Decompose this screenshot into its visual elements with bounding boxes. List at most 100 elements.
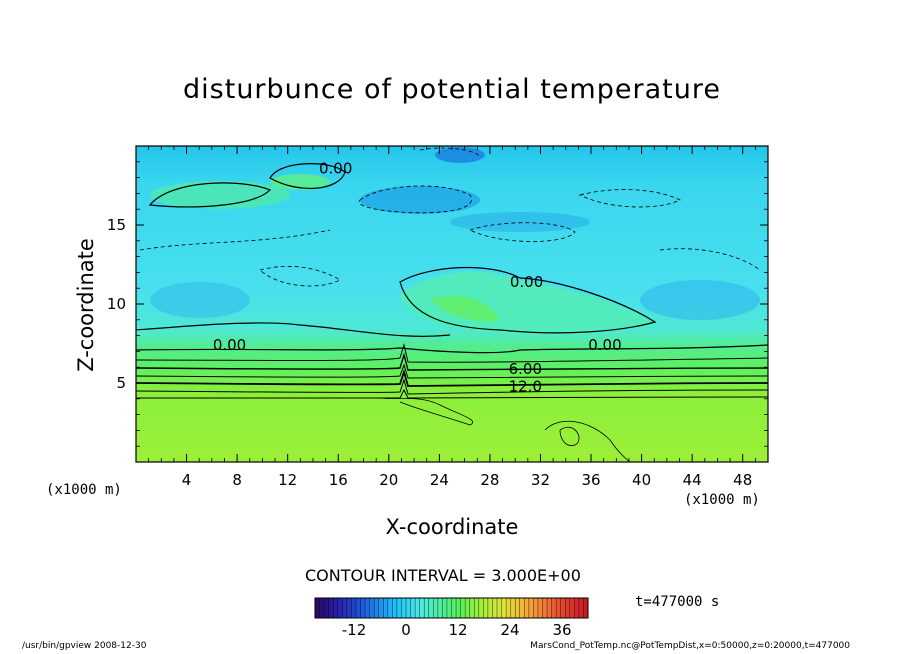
- colorbar-cell: [342, 598, 348, 618]
- colorbar-cell: [478, 598, 484, 618]
- colorbar-tick-label: 12: [448, 621, 467, 639]
- contour-label: 0.00: [319, 159, 352, 177]
- x-tick-label: 20: [379, 471, 398, 489]
- x-tick-label: 40: [632, 471, 651, 489]
- x-tick-label: 12: [278, 471, 297, 489]
- colorbar-tick-label: -12: [342, 621, 367, 639]
- time-label: t=477000 s: [635, 594, 720, 610]
- colorbar-cell: [433, 598, 439, 618]
- warm-plume: [400, 271, 655, 335]
- contour-label: 6.00: [509, 360, 542, 378]
- colorbar-cell: [501, 598, 507, 618]
- footer-left: /usr/bin/gpview 2008-12-30: [22, 641, 147, 651]
- colorbar-cell: [528, 598, 534, 618]
- colorbar-cell: [392, 598, 398, 618]
- colorbar-cell: [524, 598, 530, 618]
- colorbar-cell: [551, 598, 557, 618]
- colorbar-cell: [451, 598, 457, 618]
- x-unit-label-right: (x1000 m): [684, 492, 760, 508]
- colorbar-cell: [469, 598, 475, 618]
- colorbar-cell: [337, 598, 343, 618]
- y-tick-label: 15: [107, 216, 126, 234]
- colorbar-cell: [542, 598, 548, 618]
- colorbar-cell: [374, 598, 379, 618]
- x-tick-label: 4: [182, 471, 192, 489]
- colorbar-cell: [487, 598, 493, 618]
- colorbar-cell: [333, 598, 339, 618]
- x-tick-label: 36: [581, 471, 600, 489]
- colorbar-cell: [510, 598, 516, 618]
- colorbar-cell: [396, 598, 402, 618]
- colorbar-cell: [410, 598, 416, 618]
- cold-patch: [435, 147, 485, 163]
- colorbar-cell: [346, 598, 352, 618]
- cold-patch: [450, 212, 590, 232]
- colorbar-cell: [442, 598, 448, 618]
- negative-contours: [139, 147, 761, 287]
- contour-label: 0.00: [510, 273, 543, 291]
- contour-interval-label: CONTOUR INTERVAL = 3.000E+00: [305, 566, 581, 585]
- colorbar-cell: [360, 598, 366, 618]
- contour-label: 0.00: [588, 336, 621, 354]
- colorbar-cell: [378, 598, 384, 618]
- colorbar-cell: [365, 598, 370, 618]
- colorbar-cell: [519, 598, 525, 618]
- colorbar-cell: [465, 598, 470, 618]
- contour-label: 12.0: [509, 377, 542, 395]
- colorbar-cell: [574, 598, 580, 618]
- colorbar-cell: [578, 598, 584, 618]
- x-tick-label: 24: [430, 471, 449, 489]
- x-tick-label: 48: [733, 471, 752, 489]
- x-unit-label-left: (x1000 m): [46, 482, 122, 498]
- colorbar-cell: [560, 598, 566, 618]
- colorbar-cell: [483, 598, 489, 618]
- colorbar-cell: [474, 598, 480, 618]
- x-tick-label: 44: [683, 471, 702, 489]
- colorbar-cell: [437, 598, 443, 618]
- plot-area: [135, 145, 769, 463]
- colorbar-cell: [456, 598, 461, 618]
- y-tick-label: 10: [107, 295, 126, 313]
- warm-patch: [150, 181, 290, 209]
- colorbar-cell: [497, 598, 502, 618]
- x-axis: 4 8 12 16 20 24 28 32 36 40 44 48: [148, 146, 756, 489]
- colorbar-tick-label: 24: [500, 621, 519, 639]
- colorbar-cell: [383, 598, 389, 618]
- colorbar-cell: [319, 598, 325, 618]
- colorbar-cell: [583, 598, 589, 618]
- y-tick-label: 5: [116, 374, 126, 392]
- colorbar-cell: [419, 598, 425, 618]
- colorbar-cell: [492, 598, 498, 618]
- cold-patch: [640, 280, 760, 320]
- colorbar-cell: [547, 598, 552, 618]
- colorbar-frame: [314, 597, 589, 619]
- x-tick-label: 16: [329, 471, 348, 489]
- colorbar-cell: [355, 598, 361, 618]
- warm-patch: [270, 174, 330, 190]
- cold-patch: [150, 282, 250, 318]
- y-axis: 5 10 15: [107, 161, 768, 447]
- colorbar-cell: [537, 598, 543, 618]
- colorbar-cell: [387, 598, 393, 618]
- x-tick-label: 28: [480, 471, 499, 489]
- cold-patch: [360, 186, 480, 214]
- colorbar-cell: [446, 598, 452, 618]
- colorbar-cell: [565, 598, 571, 618]
- zero-contours: [135, 163, 769, 354]
- positive-contours: [135, 343, 769, 463]
- colorbar-cell: [506, 598, 511, 618]
- footer-right: MarsCond_PotTemp.nc@PotTempDist,x=0:5000…: [530, 641, 850, 651]
- chart-title: disturbunce of potential temperature: [183, 74, 721, 105]
- colorbar-cell: [428, 598, 434, 618]
- colorbar-cell: [415, 598, 420, 618]
- colorbar-cell: [424, 598, 430, 618]
- x-axis-label-text: X-coordinate: [385, 515, 519, 539]
- colorbar-cell: [369, 598, 375, 618]
- warm-plume-core: [430, 296, 500, 322]
- colorbar-cell: [569, 598, 575, 618]
- colorbar-cell: [351, 598, 357, 618]
- contour-label: 0.00: [213, 336, 246, 354]
- colorbar-cell: [328, 598, 334, 618]
